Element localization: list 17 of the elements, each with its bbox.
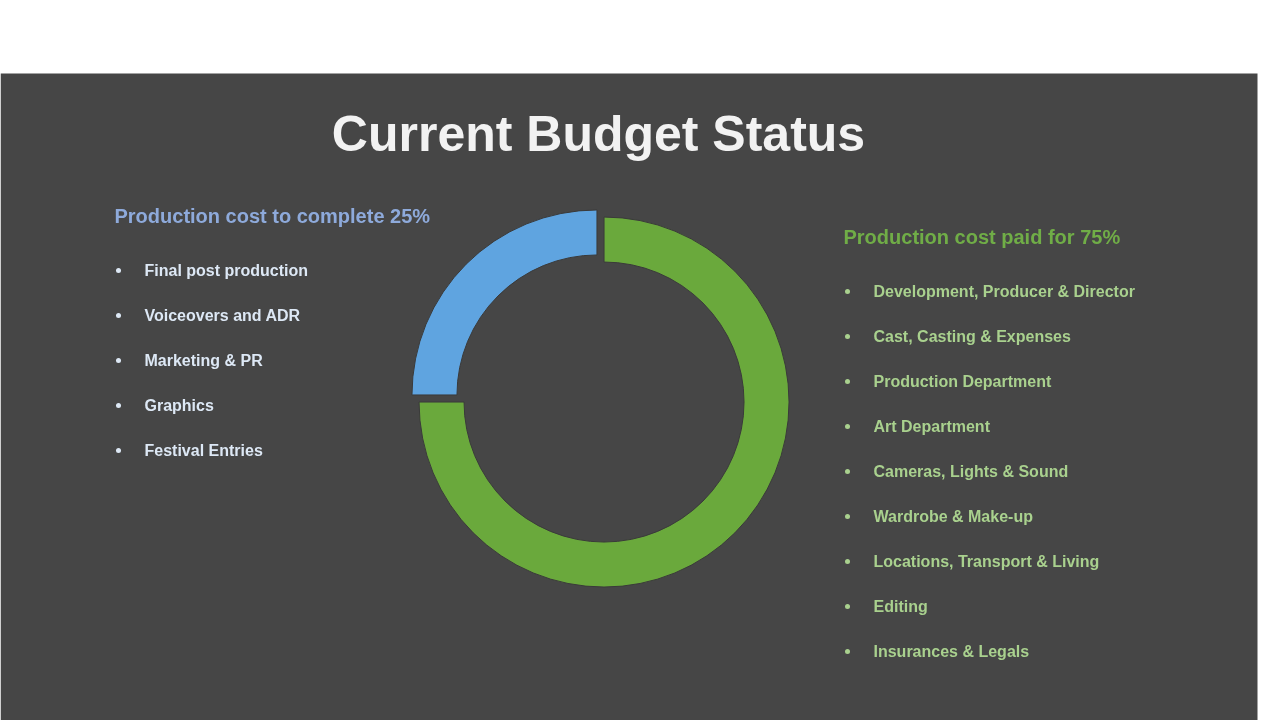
text: Locations, Transport & Living [873,553,1100,570]
text: Production cost to complete 25% [114,204,431,227]
text: Wardrobe & Make-up [873,508,1034,525]
text: Festival Entries [144,442,263,459]
text: Voiceovers and ADR [144,307,301,324]
text: Cast, Casting & Expenses [873,328,1071,345]
text: Production Department [873,373,1052,390]
text: Marketing & PR [144,352,264,369]
text: Art Department [873,418,991,435]
chart-title: Current Budget Status [331,105,866,162]
text: Development, Producer & Director [873,283,1135,300]
text: Final post production [144,262,309,279]
text: Cameras, Lights & Sound [873,463,1069,480]
text: Insurances & Legals [873,643,1030,660]
text: Production cost paid for 75% [843,225,1121,248]
text: Editing [873,598,928,615]
text: Graphics [144,397,214,414]
